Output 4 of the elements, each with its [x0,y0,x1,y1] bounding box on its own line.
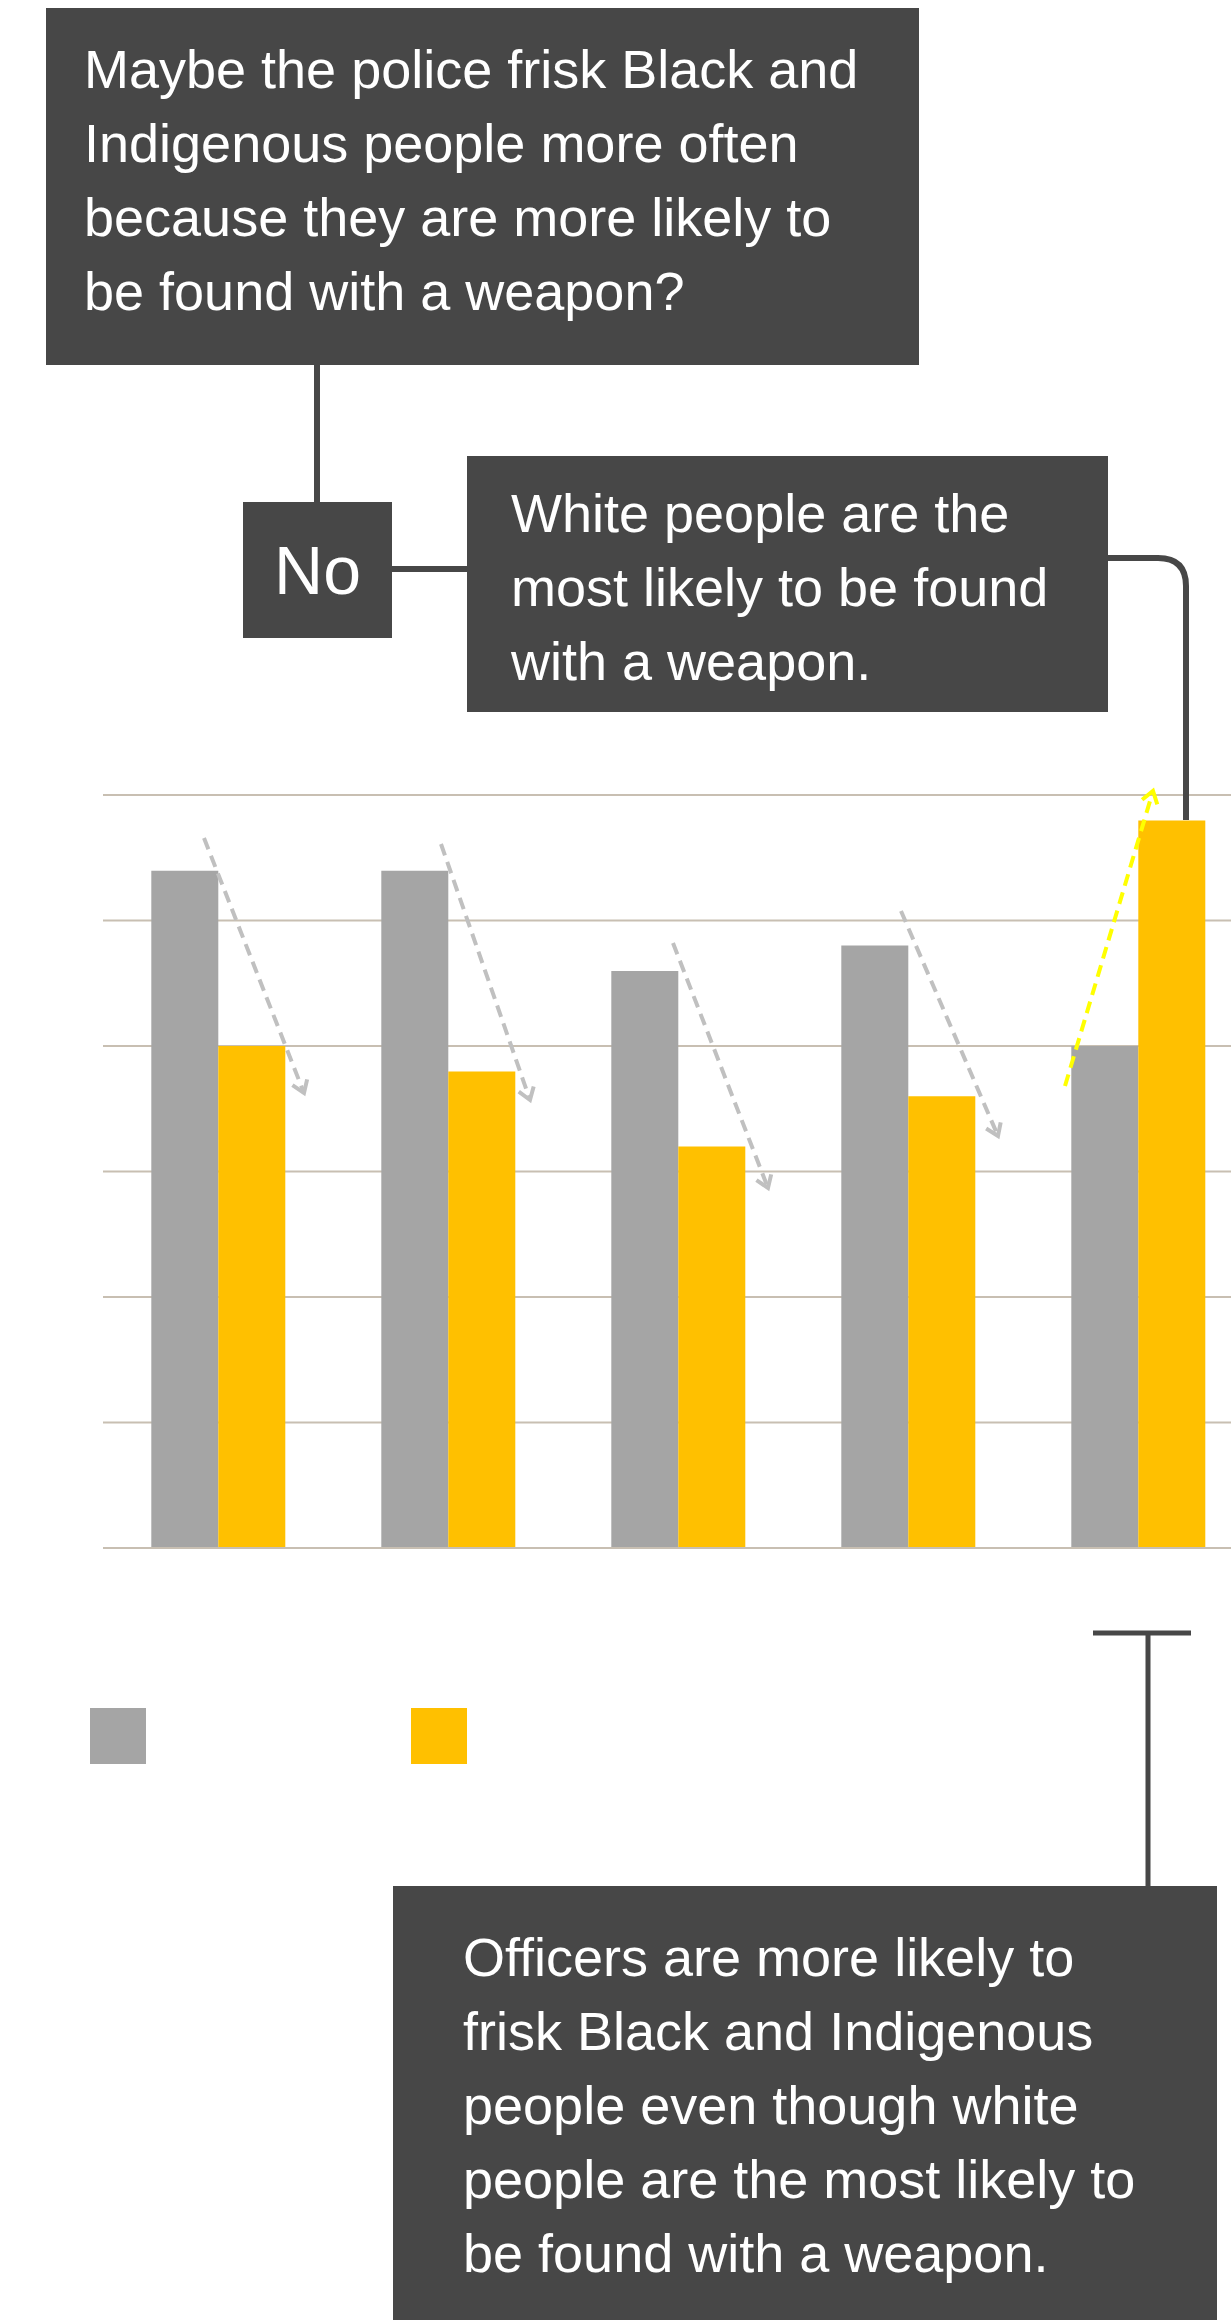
text: Maybe the police frisk Black and Indigenous people more often because they are more likely to be found with a weapon? [46,8,919,365]
text: Officers are more likely to frisk Black and Indigenous people even though white people are the most likely to be found with a weapon. [393,1886,1217,2320]
text: White people are the most likely to be found with a weapon. [467,456,1108,712]
text: No [243,502,392,638]
